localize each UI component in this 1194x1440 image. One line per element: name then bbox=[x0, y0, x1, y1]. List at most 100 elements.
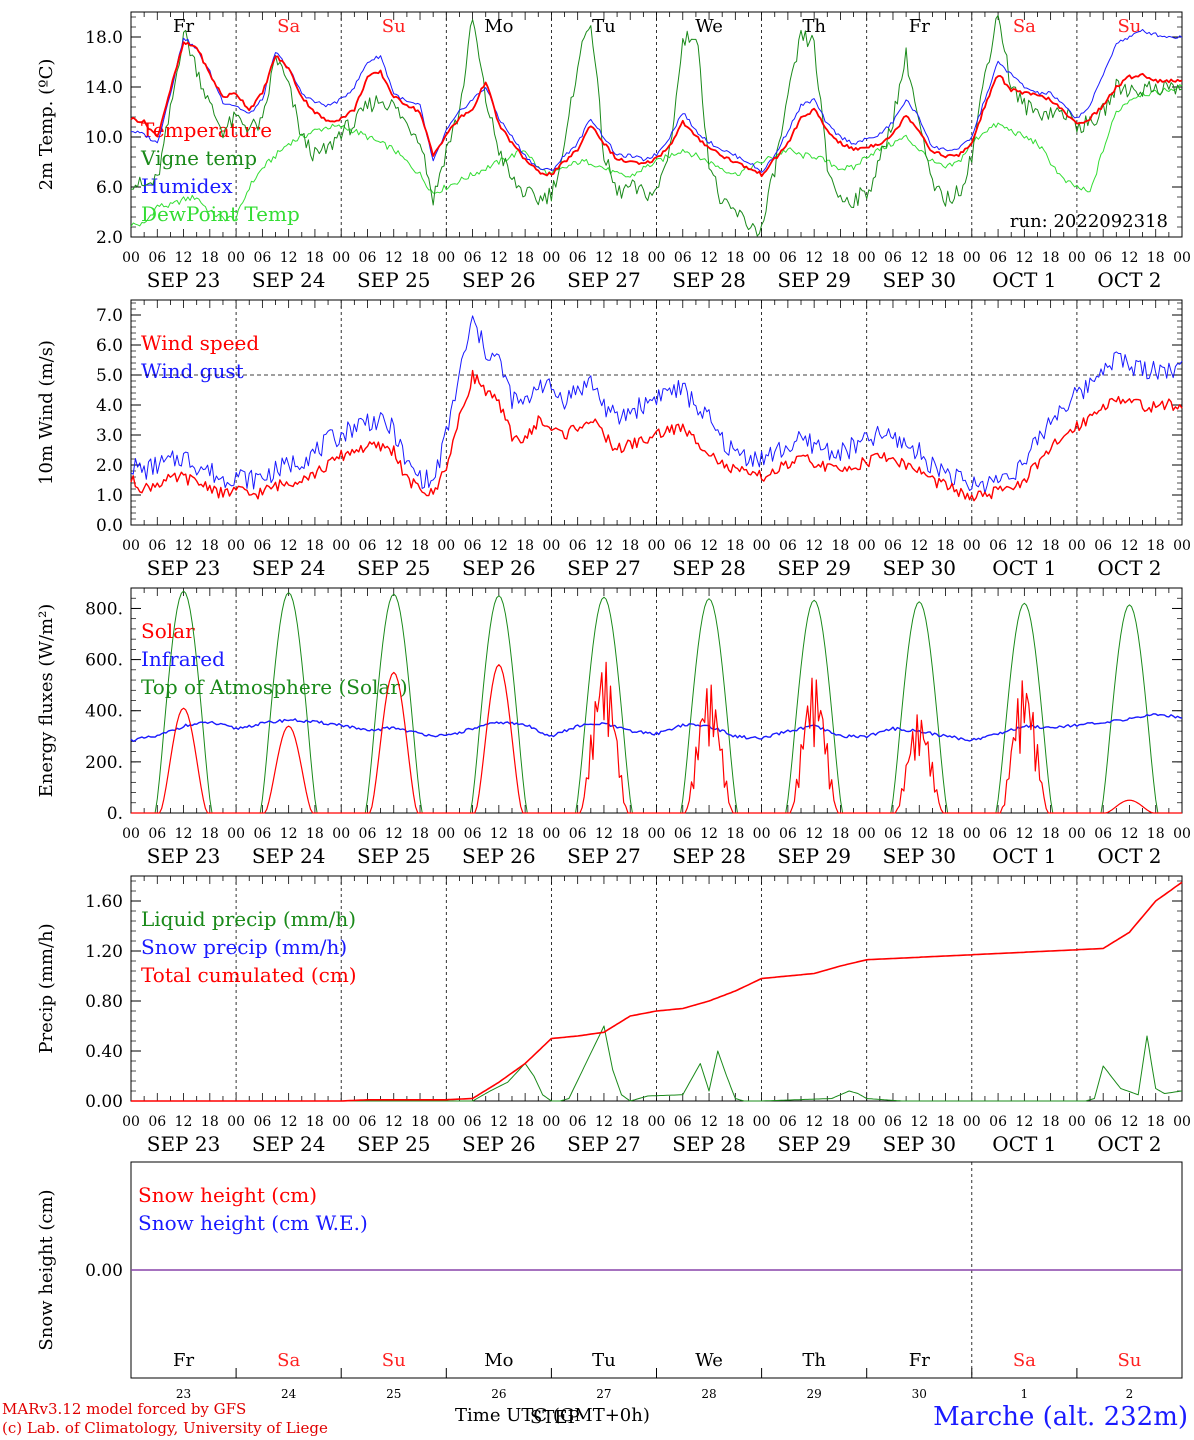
series-humidex bbox=[130, 29, 1183, 173]
hour-tick-label: 18 bbox=[621, 250, 639, 266]
date-label: SEP 23 bbox=[147, 268, 221, 292]
hour-tick-label: 18 bbox=[621, 538, 639, 554]
date-label: OCT 2 bbox=[1097, 844, 1161, 868]
hour-tick-label: 06 bbox=[884, 1114, 902, 1130]
hour-tick-label: 18 bbox=[516, 538, 534, 554]
hour-tick-label: 06 bbox=[569, 250, 587, 266]
hour-tick-label: 06 bbox=[569, 1114, 587, 1130]
hour-tick-label: 18 bbox=[726, 826, 744, 842]
date-number: 2 bbox=[1126, 1387, 1134, 1401]
y-tick-label: 0. bbox=[107, 804, 123, 824]
hour-tick-label: 00 bbox=[1173, 250, 1191, 266]
hour-tick-label: 00 bbox=[753, 250, 771, 266]
date-label: OCT 1 bbox=[992, 556, 1056, 580]
date-label: SEP 26 bbox=[462, 556, 536, 580]
hour-tick-label: 06 bbox=[674, 250, 692, 266]
hour-tick-label: 06 bbox=[1094, 1114, 1112, 1130]
hour-tick-label: 18 bbox=[201, 826, 219, 842]
hour-tick-label: 12 bbox=[385, 1114, 403, 1130]
series-wind-gust bbox=[130, 315, 1183, 494]
hour-tick-label: 00 bbox=[332, 250, 350, 266]
hour-tick-label: 06 bbox=[884, 250, 902, 266]
y-axis-title: Energy fluxes (W/m²) bbox=[36, 604, 57, 798]
hour-tick-label: 00 bbox=[753, 1114, 771, 1130]
hour-tick-label: 06 bbox=[464, 250, 482, 266]
hour-tick-label: 18 bbox=[516, 250, 534, 266]
y-tick-label: 2.0 bbox=[96, 456, 123, 476]
y-tick-label: 0.40 bbox=[85, 1042, 123, 1062]
legend-entry: Solar bbox=[141, 619, 195, 643]
hour-tick-label: 12 bbox=[1015, 826, 1033, 842]
hour-tick-label: 06 bbox=[148, 250, 166, 266]
hour-tick-label: 12 bbox=[280, 826, 298, 842]
hour-tick-label: 00 bbox=[437, 538, 455, 554]
date-label: SEP 26 bbox=[462, 268, 536, 292]
series-total-cumulated-cm- bbox=[131, 881, 1183, 1102]
weekday-label: We bbox=[695, 16, 723, 37]
hour-tick-label: 12 bbox=[595, 1114, 613, 1130]
hour-tick-label: 18 bbox=[621, 826, 639, 842]
date-label: SEP 25 bbox=[357, 844, 431, 868]
hour-tick-label: 18 bbox=[1147, 250, 1165, 266]
hour-tick-label: 12 bbox=[910, 538, 928, 554]
hour-tick-label: 00 bbox=[437, 250, 455, 266]
hour-tick-label: 18 bbox=[621, 1114, 639, 1130]
hour-tick-label: 18 bbox=[937, 250, 955, 266]
y-tick-label: 14.0 bbox=[85, 78, 123, 98]
date-label: SEP 29 bbox=[777, 268, 851, 292]
hour-tick-label: 18 bbox=[1147, 826, 1165, 842]
hour-tick-label: 12 bbox=[910, 1114, 928, 1130]
hour-tick-label: 00 bbox=[648, 1114, 666, 1130]
y-tick-label: 800. bbox=[85, 599, 123, 619]
weekday-label: Th bbox=[802, 1350, 826, 1371]
hour-tick-label: 00 bbox=[648, 250, 666, 266]
hour-tick-label: 12 bbox=[1121, 1114, 1139, 1130]
hour-tick-label: 12 bbox=[700, 538, 718, 554]
hour-tick-label: 12 bbox=[280, 250, 298, 266]
date-label: SEP 23 bbox=[147, 1132, 221, 1156]
date-number: 29 bbox=[807, 1387, 822, 1401]
y-axis-title: Precip (mm/h) bbox=[36, 923, 57, 1053]
hour-tick-label: 06 bbox=[884, 538, 902, 554]
hour-tick-label: 06 bbox=[1094, 538, 1112, 554]
hour-tick-label: 18 bbox=[516, 1114, 534, 1130]
hour-tick-label: 18 bbox=[1042, 826, 1060, 842]
date-label: SEP 23 bbox=[147, 844, 221, 868]
series-solar bbox=[131, 661, 1182, 814]
hour-tick-label: 00 bbox=[648, 826, 666, 842]
hour-tick-label: 06 bbox=[253, 250, 271, 266]
date-label: SEP 24 bbox=[252, 1132, 326, 1156]
hour-tick-label: 00 bbox=[122, 250, 140, 266]
hour-tick-label: 00 bbox=[858, 826, 876, 842]
hour-tick-label: 12 bbox=[385, 826, 403, 842]
hour-tick-label: 12 bbox=[280, 1114, 298, 1130]
hour-tick-label: 18 bbox=[1042, 250, 1060, 266]
hour-tick-label: 00 bbox=[1173, 826, 1191, 842]
credit-line-model: MARv3.12 model forced by GFS bbox=[2, 1400, 247, 1418]
y-tick-label: 0.00 bbox=[85, 1261, 123, 1281]
date-label: SEP 27 bbox=[567, 1132, 641, 1156]
legend-entry: Snow height (cm) bbox=[138, 1183, 317, 1207]
y-tick-label: 600. bbox=[85, 651, 123, 671]
hour-tick-label: 00 bbox=[122, 1114, 140, 1130]
date-label: SEP 29 bbox=[777, 844, 851, 868]
hour-tick-label: 00 bbox=[1068, 250, 1086, 266]
hour-tick-label: 12 bbox=[1015, 538, 1033, 554]
y-tick-label: 3.0 bbox=[96, 426, 123, 446]
date-label: OCT 1 bbox=[992, 268, 1056, 292]
date-number: 23 bbox=[176, 1387, 191, 1401]
hour-tick-label: 12 bbox=[595, 538, 613, 554]
panel-2 bbox=[130, 587, 1183, 814]
hour-tick-label: 00 bbox=[648, 538, 666, 554]
date-label: OCT 1 bbox=[992, 844, 1056, 868]
hour-tick-label: 12 bbox=[805, 826, 823, 842]
hour-tick-label: 00 bbox=[122, 826, 140, 842]
panel-0 bbox=[130, 11, 1183, 238]
hour-tick-label: 06 bbox=[359, 538, 377, 554]
hour-tick-label: 12 bbox=[700, 1114, 718, 1130]
hour-tick-label: 00 bbox=[227, 1114, 245, 1130]
hour-tick-label: 00 bbox=[542, 1114, 560, 1130]
hour-tick-label: 18 bbox=[832, 250, 850, 266]
y-axis-title: Snow height (cm) bbox=[36, 1189, 57, 1350]
